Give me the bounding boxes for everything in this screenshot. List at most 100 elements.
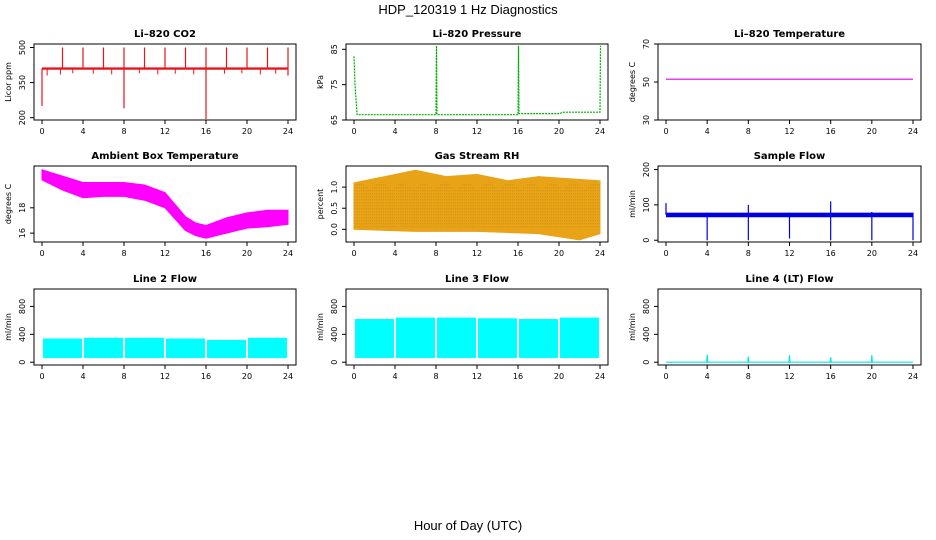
x-tick-label: 0 — [351, 372, 356, 381]
chart-title: Gas Stream RH — [435, 151, 520, 162]
flow-block — [84, 337, 123, 359]
y-tick-label: 0.5 — [330, 202, 339, 215]
y-tick-label: 800 — [642, 299, 651, 314]
x-tick-label: 12 — [160, 127, 170, 136]
x-tick-label: 24 — [908, 372, 918, 381]
x-tick-label: 24 — [908, 127, 918, 136]
x-tick-label: 0 — [39, 372, 44, 381]
y-tick-label: 400 — [18, 327, 27, 342]
x-tick-label: 20 — [867, 249, 877, 258]
x-tick-label: 12 — [784, 372, 794, 381]
x-tick-label: 12 — [472, 127, 482, 136]
chart-title: Li–820 Temperature — [734, 29, 845, 40]
flow-block — [437, 317, 476, 359]
x-tick-label: 8 — [746, 249, 751, 258]
y-axis-label: ml/min — [4, 313, 13, 341]
x-tick-label: 16 — [201, 372, 211, 381]
series-envelope — [353, 169, 601, 241]
flow-block — [560, 317, 599, 359]
y-tick-label: 800 — [330, 299, 339, 314]
y-tick-label: 30 — [642, 115, 651, 125]
x-tick-label: 24 — [595, 127, 605, 136]
x-tick-label: 0 — [663, 127, 668, 136]
x-tick-label: 24 — [283, 372, 293, 381]
chart-title: Line 2 Flow — [133, 274, 197, 285]
x-tick-label: 16 — [513, 127, 523, 136]
flow-block — [248, 337, 287, 359]
y-tick-label: 350 — [18, 75, 27, 90]
x-tick-label: 4 — [80, 249, 85, 258]
y-tick-label: 400 — [330, 327, 339, 342]
x-tick-label: 0 — [39, 249, 44, 258]
x-tick-label: 20 — [554, 249, 564, 258]
x-tick-label: 16 — [201, 249, 211, 258]
x-tick-label: 4 — [705, 127, 710, 136]
y-tick-label: 70 — [642, 39, 651, 49]
series-line — [666, 354, 913, 363]
y-axis-label: ml/min — [628, 190, 637, 218]
chart-panel-8: Line 3 Flow ml/min 0 4 8 12 16 20 24 0 400 800 — [316, 274, 609, 381]
x-tick-label: 12 — [784, 249, 794, 258]
x-tick-label: 8 — [746, 372, 751, 381]
x-tick-label: 4 — [392, 127, 397, 136]
y-tick-label: 16 — [18, 228, 27, 238]
x-tick-label: 0 — [351, 127, 356, 136]
x-tick-label: 16 — [513, 249, 523, 258]
flow-block — [519, 318, 558, 359]
x-tick-label: 16 — [826, 249, 836, 258]
x-tick-label: 20 — [242, 249, 252, 258]
figure-title: HDP_120319 1 Hz Diagnostics — [378, 2, 558, 17]
plot-frame — [657, 288, 922, 366]
x-tick-label: 16 — [513, 372, 523, 381]
y-tick-label: 500 — [18, 40, 27, 55]
y-tick-label: 800 — [18, 299, 27, 314]
y-tick-label: 18 — [18, 203, 27, 213]
x-tick-label: 24 — [908, 249, 918, 258]
y-axis-label: ml/min — [628, 313, 637, 341]
x-tick-label: 24 — [283, 127, 293, 136]
series-line — [353, 45, 602, 116]
y-tick-label: 100 — [642, 197, 651, 212]
x-tick-label: 20 — [554, 127, 564, 136]
y-tick-label: 1.0 — [330, 181, 339, 194]
chart-panel-2: Li–820 Pressure kPa 0 4 8 12 16 20 24 65 75 85 — [316, 29, 609, 136]
plot-area — [355, 317, 599, 359]
x-tick-label: 12 — [160, 249, 170, 258]
flow-block — [396, 317, 435, 359]
x-tick-label: 20 — [242, 372, 252, 381]
y-tick-label: 0.0 — [330, 223, 339, 236]
y-tick-label: 0 — [642, 360, 651, 365]
chart-panel-4: Ambient Box Temperature degrees C 0 4 8 12 16 2… — [4, 151, 297, 258]
y-tick-label: 0 — [642, 238, 651, 243]
x-tick-label: 4 — [392, 372, 397, 381]
x-tick-label: 0 — [351, 249, 356, 258]
chart-title: Sample Flow — [754, 151, 826, 162]
plot-area — [41, 47, 289, 119]
x-tick-label: 20 — [867, 372, 877, 381]
chart-title: Line 3 Flow — [445, 274, 509, 285]
x-tick-label: 12 — [160, 372, 170, 381]
x-tick-label: 24 — [595, 372, 605, 381]
x-tick-label: 8 — [121, 372, 126, 381]
chart-title: Ambient Box Temperature — [91, 151, 238, 162]
chart-panel-5: Gas Stream RH percent 0 4 8 12 16 20 24 0.0 0.5 1.0 — [316, 151, 609, 258]
y-tick-label: 200 — [642, 162, 651, 177]
x-tick-label: 12 — [472, 372, 482, 381]
flow-block — [166, 338, 205, 359]
y-tick-label: 0 — [330, 360, 339, 365]
y-tick-label: 200 — [18, 110, 27, 125]
y-axis-label: percent — [316, 189, 325, 220]
x-tick-label: 8 — [121, 249, 126, 258]
x-tick-label: 16 — [826, 372, 836, 381]
chart-panel-3: Li–820 Temperature degrees C 0 4 8 12 16 20 24 30… — [628, 29, 922, 136]
x-tick-label: 8 — [746, 127, 751, 136]
chart-panel-6: Sample Flow ml/min 0 4 8 12 16 20 24 0 100 200 — [628, 151, 922, 258]
series-envelope — [41, 169, 289, 239]
plot-area — [665, 201, 914, 241]
chart-panel-9: Line 4 (LT) Flow ml/min 0 4 8 12 16 20 24 0 400 800 — [628, 274, 922, 381]
x-tick-label: 4 — [705, 372, 710, 381]
plot-area — [666, 354, 913, 363]
x-tick-label: 24 — [595, 249, 605, 258]
y-tick-label: 75 — [330, 80, 339, 90]
